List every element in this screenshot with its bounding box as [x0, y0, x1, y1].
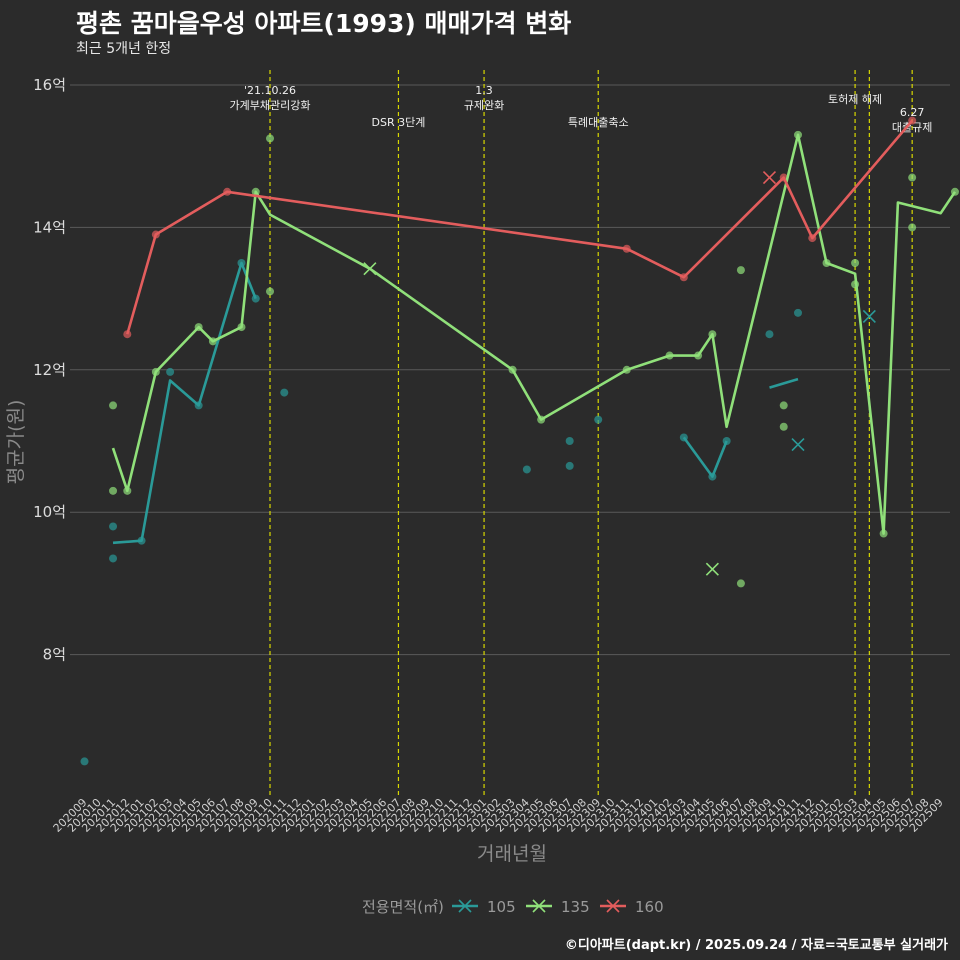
event-label: DSR 3단계: [372, 116, 426, 129]
cancelled-marker-135: [363, 262, 377, 276]
data-point-105: [794, 308, 802, 317]
data-points: [80, 116, 959, 766]
data-point-105: [280, 388, 289, 397]
legend-label-105: 105: [487, 898, 516, 916]
series-line-135: [111, 133, 957, 535]
cancelled-marker-160: [762, 170, 777, 185]
legend-title: 전용면적(㎡): [362, 898, 444, 916]
y-tick-label: 10억: [33, 503, 66, 521]
legend-marker-135: [532, 899, 546, 913]
grid-lines: [70, 84, 950, 656]
data-point-135: [266, 134, 275, 143]
legend: 전용면적(㎡) 105 135 160: [362, 898, 664, 916]
series-line-160: [126, 119, 914, 335]
data-point-105: [109, 522, 118, 531]
series-line-105: [112, 261, 257, 545]
event-label: 특례대출축소: [568, 116, 629, 129]
legend-label-160: 160: [635, 898, 664, 916]
data-point-135: [736, 579, 745, 588]
data-point-135: [266, 287, 275, 296]
data-point-105: [166, 367, 175, 376]
footer-credit: ©디아파트(dapt.kr) / 2025.09.24 / 자료=국토교통부 실…: [564, 938, 948, 953]
y-axis-ticks: 8억 10억 12억 14억 16억: [33, 76, 66, 664]
series-lines: [111, 119, 957, 545]
data-point-135: [908, 223, 917, 232]
x-axis-label: 거래년월: [477, 843, 547, 865]
data-point-105: [565, 461, 574, 470]
y-tick-label: 12억: [33, 361, 66, 379]
cancelled-markers: [363, 170, 876, 576]
series-line-105: [682, 436, 728, 478]
chart-subtitle: 최근 5개년 한정: [76, 41, 172, 57]
y-tick-label: 14억: [33, 218, 66, 236]
data-point-135: [109, 486, 118, 495]
series-line-105: [769, 377, 799, 389]
event-label: '21.10.26 가계부채관리강화: [230, 84, 311, 112]
data-point-105: [80, 757, 89, 766]
event-label: 1.3 규제완화: [464, 84, 504, 112]
data-point-105: [109, 554, 118, 563]
data-point-105: [522, 465, 531, 474]
legend-marker-105: [458, 899, 472, 913]
cancelled-marker-105: [791, 437, 805, 452]
event-label: 토허제 해제: [828, 92, 882, 106]
cancelled-marker-135: [705, 562, 719, 576]
data-point-135: [908, 173, 917, 182]
data-point-135: [779, 401, 788, 410]
data-point-135: [736, 266, 745, 275]
y-axis-label: 평균가(원): [5, 400, 27, 485]
y-tick-label: 16억: [33, 76, 66, 94]
data-point-105: [765, 330, 774, 339]
data-point-135: [779, 422, 788, 431]
y-tick-label: 8억: [43, 646, 66, 664]
legend-marker-160: [606, 899, 620, 913]
data-point-105: [594, 415, 603, 424]
x-axis-ticks: 2020092020102020112020122021012021022021…: [51, 796, 946, 835]
data-point-105: [565, 437, 574, 445]
chart-title: 평촌 꿈마을우성 아파트(1993) 매매가격 변화: [76, 9, 572, 38]
data-point-135: [109, 401, 118, 410]
cancelled-marker-105: [862, 309, 876, 323]
legend-label-135: 135: [561, 898, 590, 916]
data-point-135: [851, 259, 860, 267]
